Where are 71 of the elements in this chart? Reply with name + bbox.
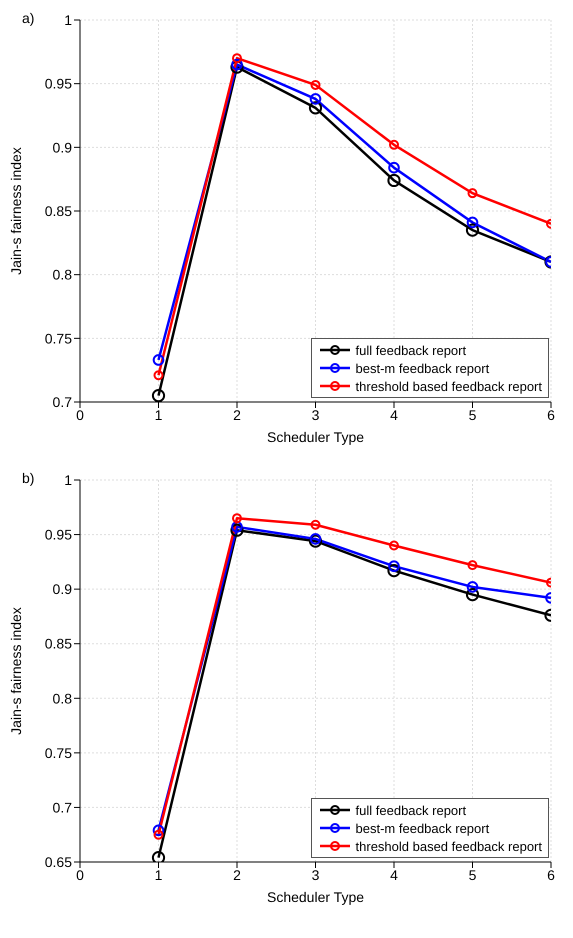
point: [152, 824, 164, 836]
y-axis-title: Jain-s fairness index: [8, 607, 24, 735]
x-tick-label: 5: [468, 406, 477, 423]
y-tick-label: 0.9: [52, 581, 72, 598]
point: [152, 851, 166, 862]
x-tick-label: 6: [547, 866, 556, 883]
y-tick-label: 0.95: [44, 526, 72, 543]
legend-label: best-m feedback report: [356, 820, 490, 836]
y-tick-label: 0.8: [52, 690, 72, 706]
y-tick-label: 0.85: [44, 636, 72, 652]
x-tick-label: 2: [233, 406, 242, 423]
point: [387, 174, 401, 188]
point: [230, 524, 244, 537]
point: [466, 224, 480, 237]
point: [230, 60, 244, 74]
y-tick-label: 0.7: [52, 394, 72, 410]
x-tick-label: 2: [233, 866, 242, 883]
point: [387, 564, 401, 578]
point: [152, 354, 164, 366]
point: [389, 540, 399, 550]
y-tick-label: 1: [64, 12, 72, 28]
point: [308, 101, 322, 114]
y-tick-label: 0.75: [44, 744, 72, 761]
point: [310, 80, 320, 90]
point: [231, 521, 243, 533]
x-tick-label: 3: [312, 406, 320, 423]
y-tick-label: 0.65: [44, 854, 72, 870]
point: [388, 162, 400, 174]
point: [310, 533, 322, 545]
x-tick-label: 5: [468, 866, 477, 883]
point: [232, 53, 242, 64]
y-tick-label: 1: [64, 472, 72, 488]
legend-label: best-m feedback report: [356, 360, 490, 376]
x-tick-label: 0: [76, 406, 84, 423]
y-tick-label: 0.95: [44, 76, 72, 92]
legend-label: full feedback report: [356, 342, 466, 358]
point: [388, 560, 400, 572]
x-tick-label: 1: [154, 866, 163, 883]
point: [231, 58, 243, 70]
point: [310, 93, 322, 105]
point: [154, 370, 164, 380]
x-tick-label: 1: [154, 406, 163, 423]
y-tick-label: 0.75: [44, 330, 72, 346]
legend-label: threshold based feedback report: [356, 838, 542, 854]
point: [310, 520, 320, 530]
point: [308, 534, 322, 548]
x-tick-label: 4: [390, 866, 398, 883]
point: [232, 513, 242, 524]
point: [152, 389, 166, 402]
y-axis-title: Jain-s fairness index: [8, 147, 24, 275]
point: [466, 588, 480, 602]
point: [154, 830, 164, 840]
chart-title: b): [22, 470, 34, 486]
y-tick-label: 0.7: [52, 799, 72, 816]
legend-label: threshold based feedback report: [356, 378, 542, 394]
x-tick-label: 0: [76, 866, 84, 883]
legend-label: full feedback report: [356, 802, 466, 818]
point: [468, 188, 478, 198]
y-tick-label: 0.8: [52, 266, 72, 283]
chart-title: a): [22, 10, 34, 26]
point: [466, 216, 478, 228]
x-tick-label: 4: [390, 406, 398, 423]
y-tick-label: 0.9: [52, 139, 72, 156]
x-tick-label: 6: [547, 406, 556, 423]
point: [468, 560, 478, 570]
x-tick-label: 3: [312, 866, 320, 883]
point: [466, 581, 478, 593]
x-axis-title: Scheduler Type: [266, 889, 364, 905]
x-axis-title: Scheduler Type: [266, 429, 364, 445]
point: [389, 140, 399, 150]
y-tick-label: 0.85: [44, 202, 72, 219]
